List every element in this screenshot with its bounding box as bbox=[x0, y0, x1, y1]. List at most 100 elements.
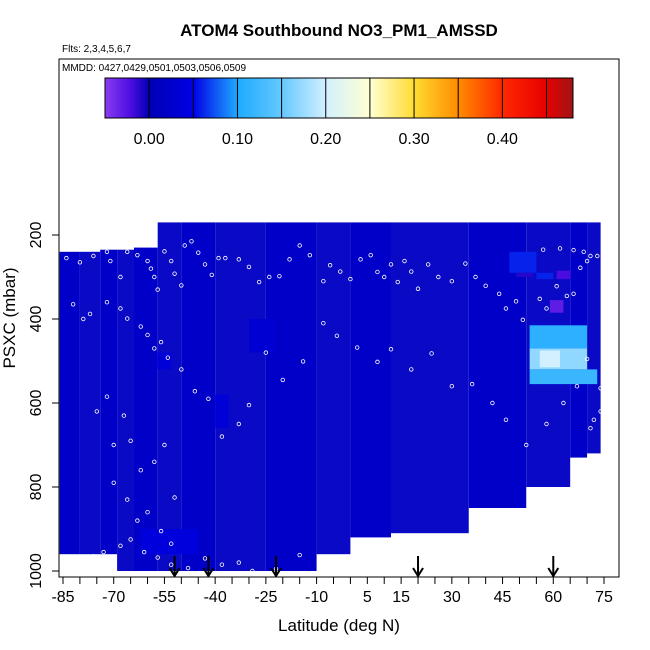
sample-point bbox=[561, 400, 566, 406]
sample-point bbox=[263, 350, 269, 355]
x-tick-label: -85 bbox=[51, 589, 74, 606]
sample-point bbox=[409, 367, 414, 372]
sample-point bbox=[121, 413, 127, 418]
sample-point bbox=[598, 386, 603, 391]
sample-point bbox=[138, 324, 143, 329]
data-column bbox=[587, 222, 601, 454]
sample-point bbox=[557, 246, 563, 251]
sample-point bbox=[402, 258, 407, 264]
sample-point bbox=[111, 442, 116, 448]
sample-point bbox=[91, 253, 96, 259]
y-tick-label: 200 bbox=[28, 222, 45, 249]
sample-point bbox=[189, 239, 194, 244]
sample-point bbox=[375, 359, 380, 365]
sample-point bbox=[544, 306, 549, 311]
sample-point bbox=[246, 402, 252, 408]
sample-point bbox=[182, 243, 187, 248]
sample-point bbox=[256, 279, 262, 285]
sample-point bbox=[338, 269, 343, 274]
data-column bbox=[350, 222, 391, 538]
sample-point bbox=[280, 377, 285, 383]
sample-point bbox=[564, 293, 570, 299]
sample-point bbox=[358, 257, 363, 262]
dates-label-bg bbox=[60, 60, 266, 74]
sample-point bbox=[135, 252, 140, 258]
colorbar-frame bbox=[104, 77, 574, 119]
sample-point bbox=[179, 283, 184, 288]
data-patch bbox=[157, 352, 172, 370]
flight-arrow bbox=[202, 556, 215, 577]
sample-point bbox=[236, 560, 242, 565]
sample-point bbox=[202, 556, 208, 561]
plot-frame bbox=[58, 58, 620, 578]
x-tick-label: 15 bbox=[392, 589, 410, 606]
data-patch bbox=[549, 300, 564, 313]
sample-point bbox=[503, 306, 509, 311]
sample-point bbox=[104, 394, 110, 399]
sample-point bbox=[307, 252, 313, 258]
data-column bbox=[157, 222, 182, 571]
sample-point bbox=[473, 274, 478, 280]
sample-point bbox=[77, 260, 83, 265]
x-tick-label: -40 bbox=[204, 589, 227, 606]
sample-point bbox=[152, 459, 157, 464]
x-tick-label: -55 bbox=[153, 589, 176, 606]
sample-point bbox=[490, 400, 495, 406]
sample-point bbox=[524, 442, 529, 448]
sample-point bbox=[118, 543, 123, 548]
sample-point bbox=[128, 438, 133, 443]
colorbar-tick-label: 0.30 bbox=[398, 131, 429, 148]
colorbar-tick-label: 0.00 bbox=[134, 131, 165, 148]
sample-point bbox=[158, 528, 164, 534]
sample-point bbox=[571, 247, 576, 253]
sample-point bbox=[162, 249, 167, 254]
x-tick-label: -25 bbox=[254, 589, 277, 606]
y-axis-label: PSXC (mbar) bbox=[0, 267, 19, 368]
flight-arrow bbox=[168, 556, 181, 577]
chart-title: ATOM4 Southbound NO3_PM1_AMSSD bbox=[180, 21, 498, 40]
x-tick-label: 5 bbox=[363, 589, 372, 606]
data-column bbox=[316, 222, 351, 555]
sample-point bbox=[141, 549, 147, 555]
sample-point bbox=[449, 384, 455, 389]
sample-point bbox=[206, 396, 211, 401]
x-axis: -85 -70 -55 -40 -25 -10 5 15 30 45 60 75 bbox=[51, 577, 613, 606]
sample-point bbox=[395, 279, 400, 285]
sample-point bbox=[108, 258, 113, 264]
sample-point bbox=[172, 271, 177, 276]
x-tick-label: 75 bbox=[595, 589, 613, 606]
sample-point bbox=[513, 299, 519, 304]
sample-point bbox=[598, 409, 603, 414]
flight-arrow bbox=[412, 556, 424, 577]
x-tick-label: -70 bbox=[102, 589, 125, 606]
colorbar: 0.00 0.10 0.20 0.30 0.40 bbox=[104, 77, 574, 148]
data-patch bbox=[529, 369, 598, 385]
data-patch bbox=[556, 270, 571, 280]
sample-point bbox=[172, 495, 177, 500]
sample-point bbox=[297, 552, 302, 558]
sample-point bbox=[152, 274, 157, 280]
sample-point bbox=[158, 339, 164, 345]
sample-point bbox=[503, 417, 509, 422]
sample-point bbox=[463, 261, 468, 266]
sample-point bbox=[135, 518, 140, 523]
data-column bbox=[390, 222, 469, 534]
x-tick-label: 45 bbox=[494, 589, 512, 606]
sample-point bbox=[236, 257, 242, 262]
sample-point bbox=[334, 333, 340, 338]
flight-arrow bbox=[270, 556, 282, 577]
sample-point bbox=[246, 264, 252, 270]
x-tick-label: 60 bbox=[544, 589, 562, 606]
data-patch bbox=[539, 350, 561, 368]
data-patch bbox=[516, 272, 533, 277]
y-axis: 200 400 600 800 1000 bbox=[28, 222, 59, 589]
data-column bbox=[100, 249, 118, 555]
sample-point bbox=[327, 263, 333, 268]
sample-point bbox=[145, 510, 150, 515]
sample-point bbox=[544, 421, 549, 427]
data-column bbox=[59, 251, 80, 555]
colorbar-gradient bbox=[105, 78, 573, 118]
sample-point bbox=[81, 316, 86, 322]
sample-point bbox=[64, 255, 69, 261]
